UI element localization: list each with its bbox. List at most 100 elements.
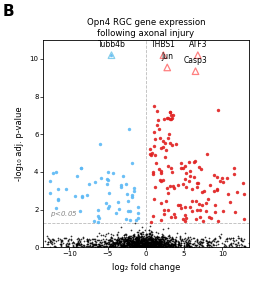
- Point: [74, 242, 78, 246]
- Point: [233, 210, 237, 214]
- Point: [155, 245, 159, 249]
- Point: [166, 241, 170, 245]
- Point: [119, 244, 123, 249]
- Point: [90, 243, 94, 248]
- Point: [143, 245, 147, 249]
- Point: [179, 242, 183, 247]
- Point: [150, 240, 154, 245]
- Point: [119, 225, 124, 229]
- Point: [132, 232, 136, 237]
- Point: [188, 235, 192, 240]
- Point: [110, 238, 114, 243]
- Point: [136, 236, 140, 241]
- Point: [183, 231, 187, 235]
- Point: [191, 174, 196, 179]
- Point: [165, 244, 169, 249]
- Point: [152, 197, 156, 201]
- Point: [121, 243, 125, 248]
- Point: [142, 238, 146, 243]
- Point: [122, 240, 126, 245]
- Point: [132, 244, 136, 249]
- Point: [155, 245, 159, 249]
- Point: [194, 199, 199, 203]
- Point: [133, 237, 137, 241]
- Point: [200, 243, 204, 248]
- Point: [48, 240, 53, 244]
- Point: [157, 242, 161, 246]
- Point: [125, 243, 129, 247]
- Point: [135, 243, 139, 247]
- Point: [239, 237, 243, 242]
- Point: [106, 204, 111, 209]
- Point: [97, 242, 101, 246]
- Point: [102, 244, 106, 249]
- Point: [153, 239, 157, 244]
- Point: [107, 244, 111, 248]
- Point: [149, 230, 154, 235]
- Point: [112, 241, 117, 245]
- Point: [148, 244, 152, 248]
- Point: [154, 239, 158, 244]
- Point: [107, 245, 111, 249]
- Point: [138, 238, 142, 243]
- Point: [179, 244, 183, 249]
- Point: [174, 238, 178, 242]
- Point: [146, 241, 150, 246]
- Point: [159, 244, 163, 249]
- Point: [150, 151, 154, 156]
- Point: [196, 240, 201, 245]
- Point: [112, 245, 116, 249]
- Point: [161, 237, 165, 242]
- Point: [136, 238, 140, 243]
- Point: [159, 242, 163, 246]
- Point: [198, 242, 202, 246]
- Point: [142, 241, 147, 245]
- Point: [188, 245, 192, 249]
- Point: [192, 245, 196, 249]
- Text: B: B: [3, 4, 14, 19]
- Point: [126, 243, 130, 247]
- Point: [165, 244, 169, 249]
- Point: [205, 241, 209, 245]
- Point: [155, 239, 159, 244]
- Point: [185, 243, 190, 247]
- Point: [159, 179, 163, 184]
- Point: [156, 242, 161, 247]
- Point: [136, 244, 141, 249]
- Point: [121, 241, 125, 246]
- Point: [170, 242, 174, 247]
- Point: [135, 241, 140, 246]
- Point: [187, 243, 191, 247]
- Point: [212, 238, 216, 243]
- Point: [169, 243, 174, 247]
- Point: [98, 141, 102, 146]
- Point: [138, 240, 142, 245]
- Point: [101, 237, 105, 241]
- Point: [135, 240, 140, 245]
- Point: [60, 238, 64, 243]
- Point: [120, 237, 125, 241]
- Point: [170, 243, 175, 247]
- Point: [149, 241, 154, 246]
- Point: [187, 244, 191, 248]
- Point: [74, 241, 79, 246]
- Point: [162, 117, 166, 121]
- Point: [147, 245, 151, 249]
- Point: [153, 237, 157, 242]
- Point: [171, 245, 175, 249]
- Point: [186, 244, 191, 249]
- Point: [146, 244, 150, 249]
- Point: [66, 243, 70, 248]
- Point: [205, 241, 209, 246]
- Point: [121, 239, 125, 243]
- Point: [155, 244, 159, 249]
- Point: [124, 238, 128, 243]
- Point: [142, 241, 146, 246]
- Point: [157, 242, 161, 247]
- Point: [111, 240, 115, 244]
- Point: [159, 218, 163, 222]
- Point: [166, 244, 170, 249]
- Point: [142, 237, 146, 241]
- Point: [115, 230, 120, 234]
- Point: [236, 234, 240, 238]
